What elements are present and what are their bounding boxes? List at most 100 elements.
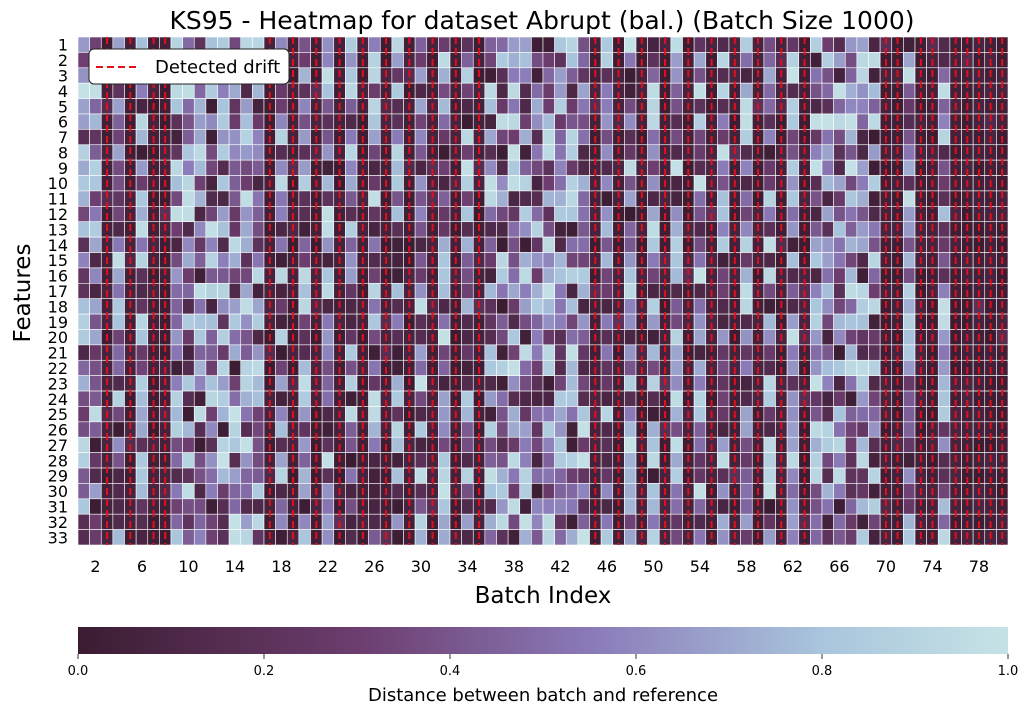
heatmap-cell <box>903 406 916 423</box>
heatmap-cell <box>484 221 497 238</box>
heatmap-cell <box>786 98 800 115</box>
heatmap-cell <box>740 421 753 438</box>
heatmap-cell <box>740 436 753 453</box>
heatmap-cell <box>717 52 730 69</box>
heatmap-cell <box>414 159 428 176</box>
heatmap-cell <box>833 390 846 407</box>
heatmap-cell <box>77 298 90 315</box>
heatmap-cell <box>577 82 590 99</box>
heatmap-cell <box>112 144 125 161</box>
heatmap-cell <box>89 406 102 423</box>
y-tick-label: 27 <box>48 436 68 455</box>
heatmap-cell <box>821 221 834 238</box>
heatmap-cell <box>519 529 532 546</box>
heatmap-cell <box>856 36 869 53</box>
heatmap-cell <box>252 329 265 346</box>
heatmap-cell <box>763 406 776 423</box>
heatmap-cell <box>414 206 428 223</box>
heatmap-cell <box>903 467 916 484</box>
heatmap-cell <box>693 98 707 115</box>
heatmap-cell <box>833 529 846 546</box>
heatmap-cell <box>833 52 846 69</box>
heatmap-cell <box>135 98 149 115</box>
heatmap-cell <box>763 144 776 161</box>
y-tick-label: 1 <box>58 36 68 55</box>
heatmap-cell <box>345 390 358 407</box>
heatmap-cell <box>717 483 730 500</box>
heatmap-cell <box>844 344 858 361</box>
heatmap-cell <box>112 329 125 346</box>
heatmap-cell <box>531 113 544 130</box>
heatmap-cell <box>438 498 451 515</box>
heatmap-cell <box>182 175 195 192</box>
heatmap-cell <box>135 513 149 530</box>
heatmap-cell <box>89 113 102 130</box>
heatmap-cell <box>868 513 881 530</box>
heatmap-cell <box>345 313 358 330</box>
heatmap-cell <box>542 390 555 407</box>
heatmap-cell <box>275 513 288 530</box>
heatmap-cell <box>624 452 637 469</box>
heatmap-cell <box>135 144 149 161</box>
heatmap-cell <box>565 359 579 376</box>
heatmap-cell <box>438 406 451 423</box>
heatmap-cell <box>821 206 834 223</box>
heatmap-cell <box>228 144 242 161</box>
heatmap-cell <box>565 36 579 53</box>
heatmap-cell <box>240 113 253 130</box>
heatmap-cell <box>112 498 125 515</box>
heatmap-cell <box>903 313 916 330</box>
heatmap-cell <box>193 436 207 453</box>
heatmap-cell <box>844 159 858 176</box>
heatmap-cell <box>740 313 753 330</box>
heatmap-cell <box>414 36 428 53</box>
heatmap-cell <box>438 190 451 207</box>
heatmap-cell <box>89 282 102 299</box>
heatmap-cell <box>240 175 253 192</box>
heatmap-cell <box>937 221 951 238</box>
heatmap-cell <box>391 267 404 284</box>
heatmap-cell <box>600 513 614 530</box>
y-axis-label: Features <box>10 244 36 343</box>
heatmap-cell <box>240 436 253 453</box>
heatmap-cell <box>438 390 451 407</box>
heatmap-cell <box>693 236 707 253</box>
heatmap-cell <box>205 98 218 115</box>
heatmap-cell <box>554 313 567 330</box>
heatmap-cell <box>519 421 532 438</box>
heatmap-cell <box>531 421 544 438</box>
heatmap-cell <box>624 129 637 146</box>
heatmap-cell <box>321 329 335 346</box>
heatmap-cell <box>937 298 951 315</box>
heatmap-cell <box>205 513 218 530</box>
heatmap-cell <box>205 406 218 423</box>
heatmap-cell <box>740 513 753 530</box>
heatmap-cell <box>786 190 800 207</box>
heatmap-cell <box>833 98 846 115</box>
heatmap-cell <box>507 67 521 84</box>
heatmap-cell <box>414 221 428 238</box>
heatmap-cell <box>810 313 823 330</box>
heatmap-cell <box>868 313 881 330</box>
heatmap-cell <box>484 236 497 253</box>
heatmap-cell <box>937 67 951 84</box>
heatmap-cell <box>856 206 869 223</box>
heatmap-cell <box>193 483 207 500</box>
heatmap-cell <box>496 67 509 84</box>
heatmap-cell <box>368 375 381 392</box>
heatmap-cell <box>717 344 730 361</box>
heatmap-cell <box>275 190 288 207</box>
heatmap-cell <box>507 375 521 392</box>
heatmap-cell <box>368 359 381 376</box>
heatmap-cell <box>647 498 660 515</box>
heatmap-cell <box>821 52 834 69</box>
heatmap-cell <box>740 483 753 500</box>
heatmap-cell <box>531 67 544 84</box>
heatmap-cell <box>554 406 567 423</box>
heatmap-cell <box>484 513 497 530</box>
heatmap-cell <box>77 483 90 500</box>
heatmap-cell <box>717 190 730 207</box>
colorbar-tick-label: 0.8 <box>812 664 833 679</box>
heatmap-cell <box>170 375 183 392</box>
heatmap-cell <box>193 267 207 284</box>
